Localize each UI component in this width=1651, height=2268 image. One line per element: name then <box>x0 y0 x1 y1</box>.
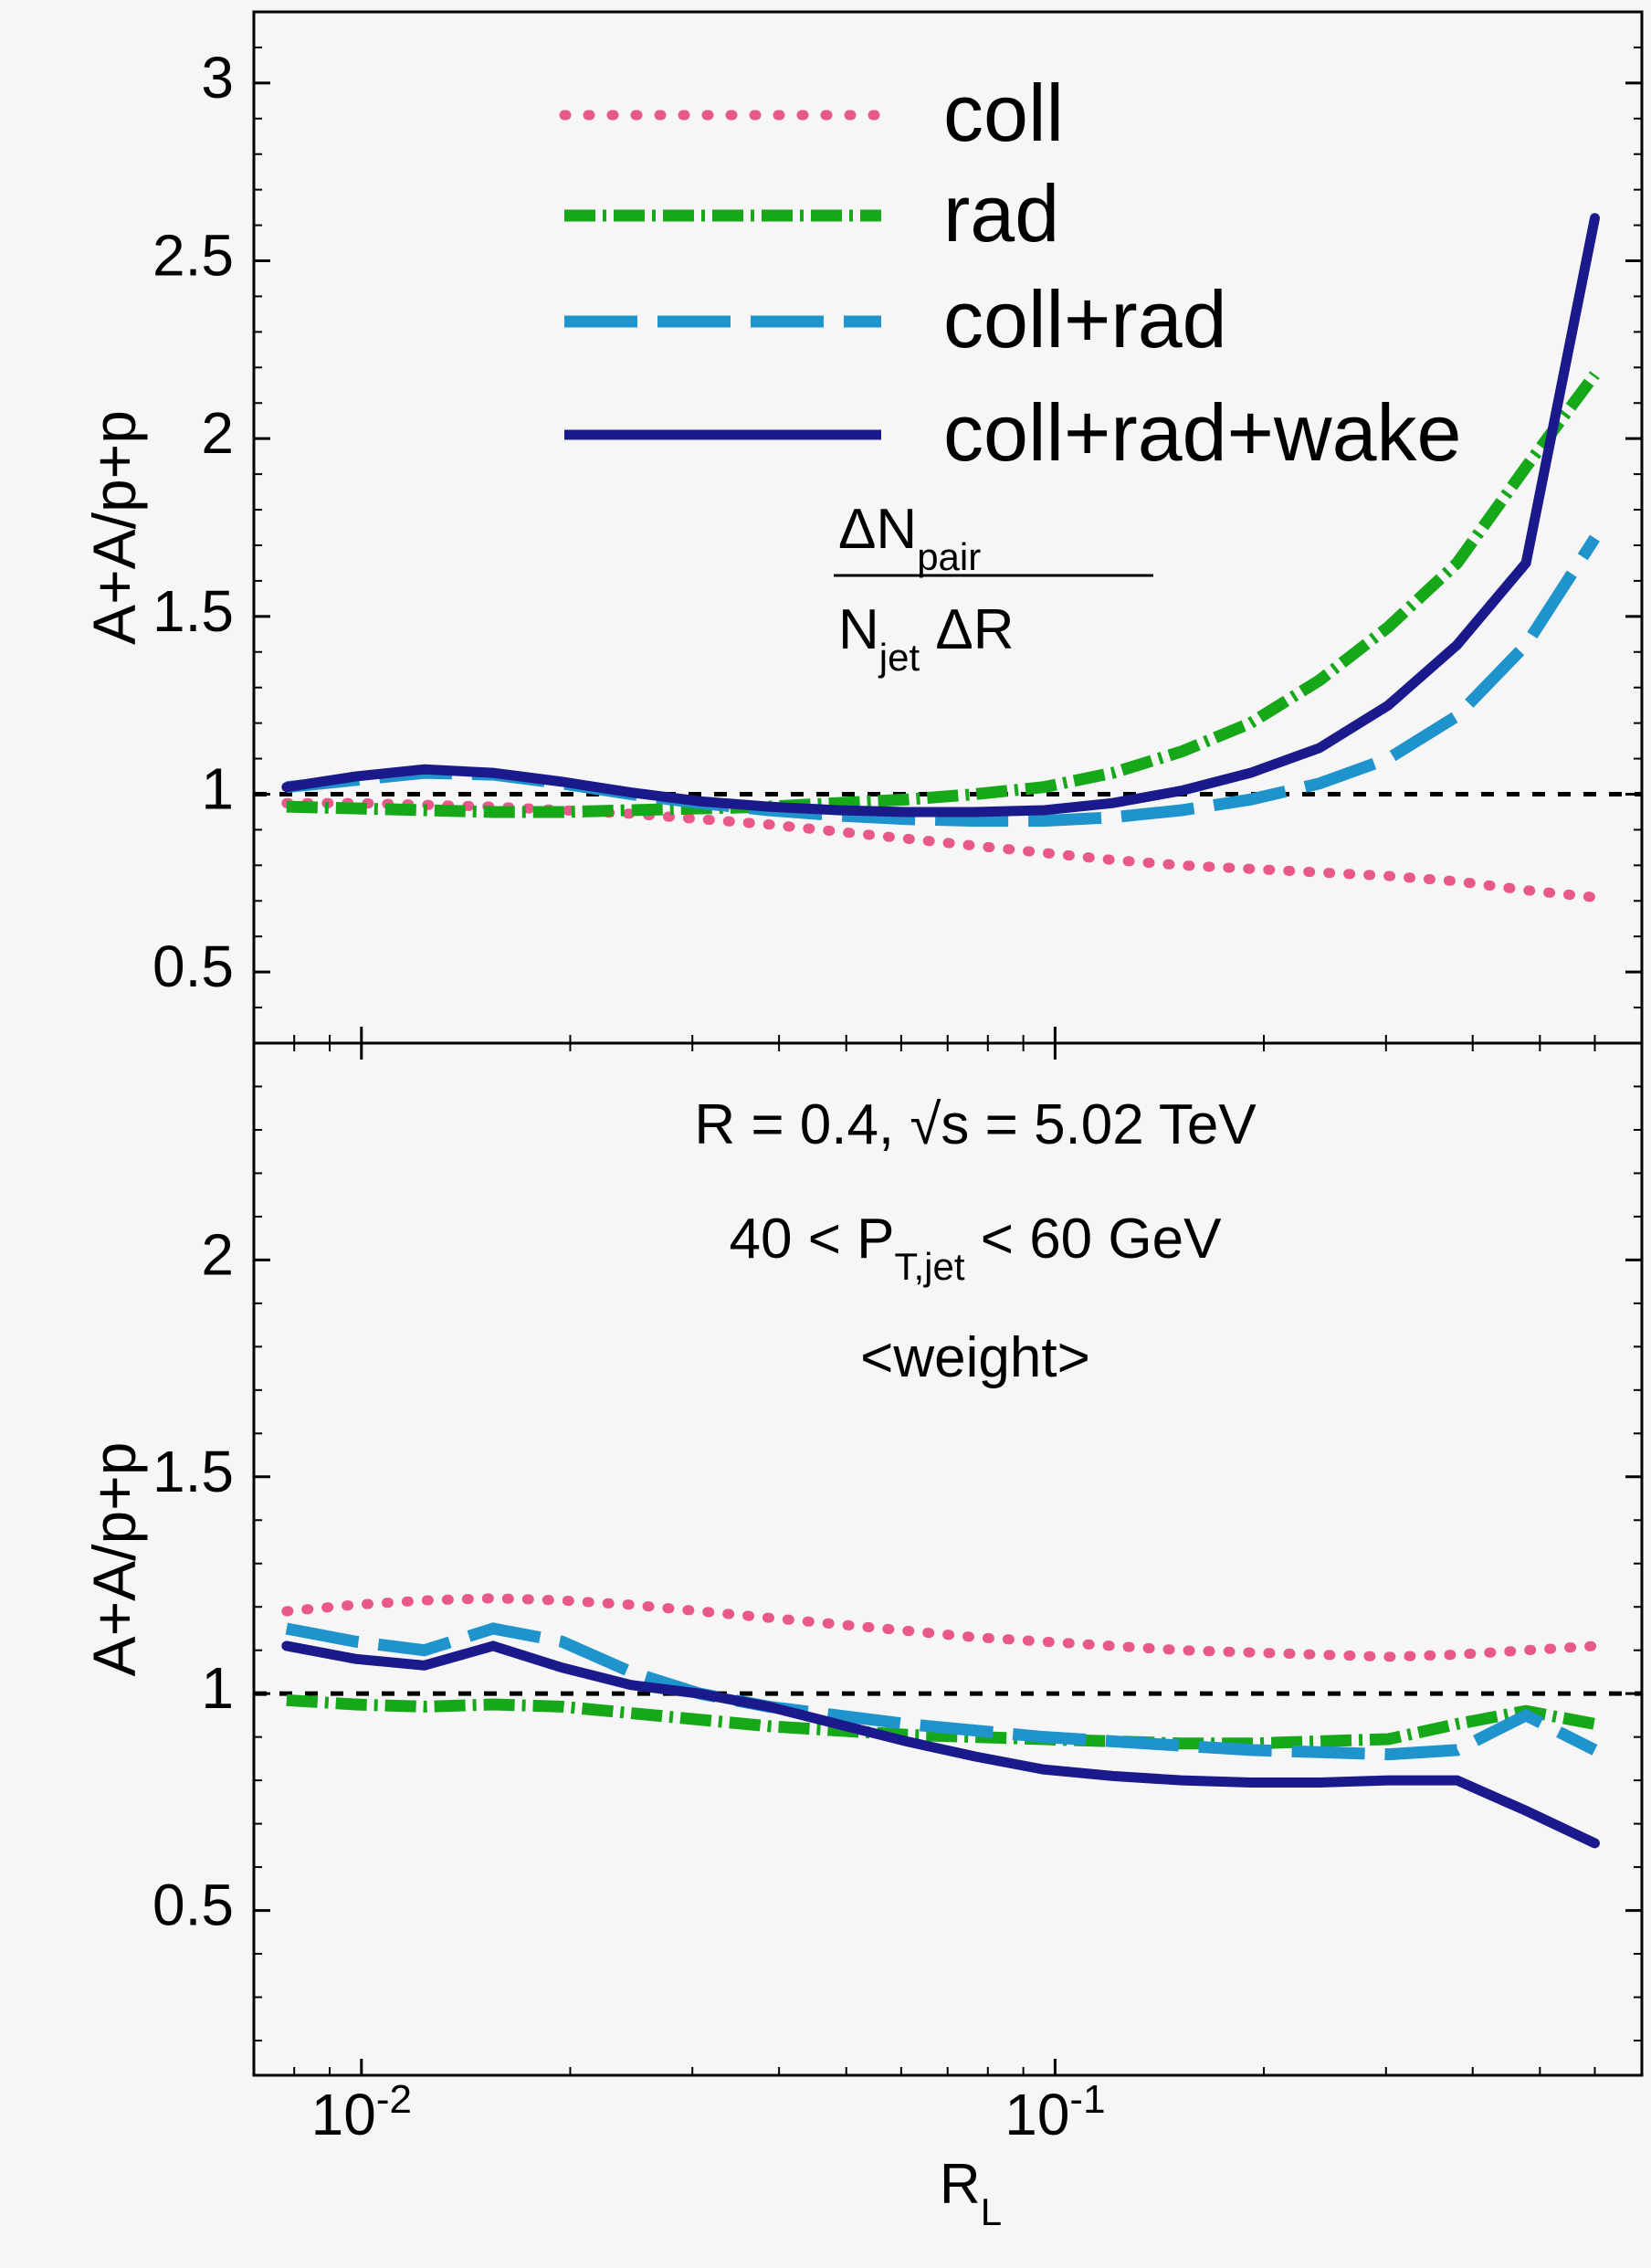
svg-text:1.5: 1.5 <box>152 1439 234 1504</box>
svg-text:<weight>: <weight> <box>860 1326 1090 1389</box>
svg-text:rad: rad <box>943 168 1059 258</box>
svg-text:2.5: 2.5 <box>152 223 234 289</box>
svg-text:A+A/p+p: A+A/p+p <box>80 410 148 645</box>
svg-text:3: 3 <box>201 45 234 111</box>
svg-text:coll: coll <box>943 68 1064 158</box>
svg-text:A+A/p+p: A+A/p+p <box>80 1442 148 1677</box>
svg-text:R = 0.4, √s = 5.02 TeV: R = 0.4, √s = 5.02 TeV <box>694 1093 1257 1156</box>
svg-text:2: 2 <box>201 400 234 466</box>
svg-text:0.5: 0.5 <box>152 1872 234 1938</box>
svg-text:coll+rad+wake: coll+rad+wake <box>943 387 1461 478</box>
svg-text:1: 1 <box>201 755 234 821</box>
svg-text:0.5: 0.5 <box>152 934 234 999</box>
svg-text:1: 1 <box>201 1655 234 1721</box>
svg-text:1.5: 1.5 <box>152 578 234 644</box>
svg-text:2: 2 <box>201 1221 234 1287</box>
svg-text:coll+rad: coll+rad <box>943 274 1227 364</box>
